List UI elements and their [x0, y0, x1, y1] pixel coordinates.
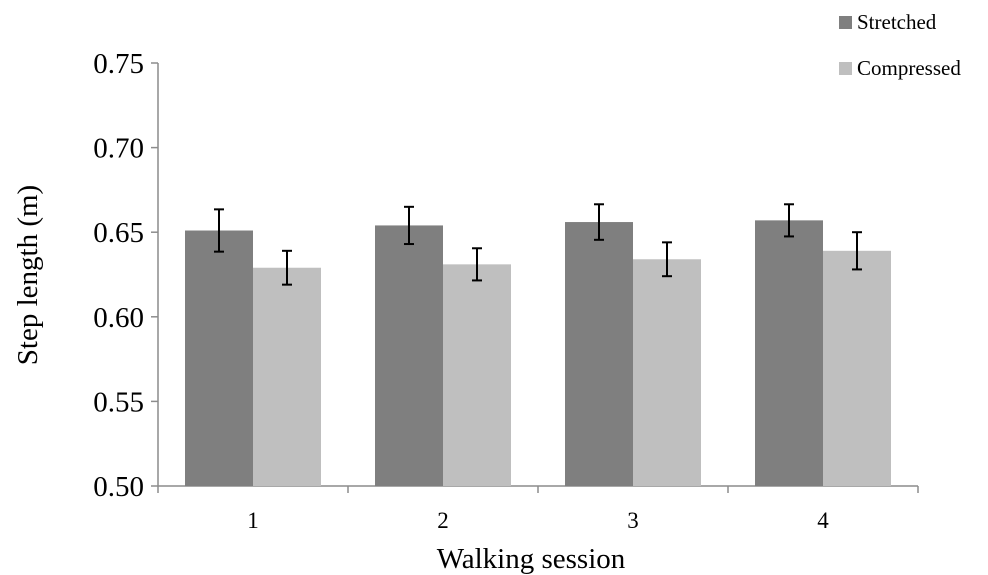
x-tick-label: 3 — [627, 508, 639, 533]
y-tick-label: 0.60 — [93, 302, 144, 334]
legend-swatch-stretched — [839, 16, 852, 29]
x-tick-label: 1 — [247, 508, 259, 533]
bar-compressed-1 — [253, 267, 321, 486]
bar-compressed-2 — [443, 264, 511, 486]
x-tick-label: 2 — [437, 508, 449, 533]
x-tick-label: 4 — [817, 508, 829, 533]
bar-stretched-4 — [755, 220, 823, 486]
bar-stretched-2 — [375, 225, 443, 486]
y-tick-label: 0.75 — [93, 48, 144, 80]
y-tick-label: 0.50 — [93, 471, 144, 503]
legend-label-stretched: Stretched — [857, 10, 937, 34]
y-axis-title: Step length (m) — [12, 185, 44, 365]
bar-stretched-3 — [565, 222, 633, 486]
error-bars — [214, 203, 862, 286]
bars — [185, 220, 891, 486]
y-ticks: 0.50 0.55 0.60 0.65 0.70 0.75 — [93, 48, 158, 503]
bar-compressed-3 — [633, 259, 701, 486]
legend-label-compressed: Compressed — [857, 56, 961, 80]
y-tick-label: 0.55 — [93, 386, 144, 418]
x-ticks: 1 2 3 4 — [157, 486, 919, 533]
bar-stretched-1 — [185, 230, 253, 486]
x-axis-title: Walking session — [437, 543, 626, 575]
y-tick-label: 0.65 — [93, 217, 144, 249]
bar-compressed-4 — [823, 250, 891, 486]
legend-swatch-compressed — [839, 62, 852, 75]
legend: Stretched Compressed — [839, 10, 961, 80]
y-tick-label: 0.70 — [93, 133, 144, 165]
